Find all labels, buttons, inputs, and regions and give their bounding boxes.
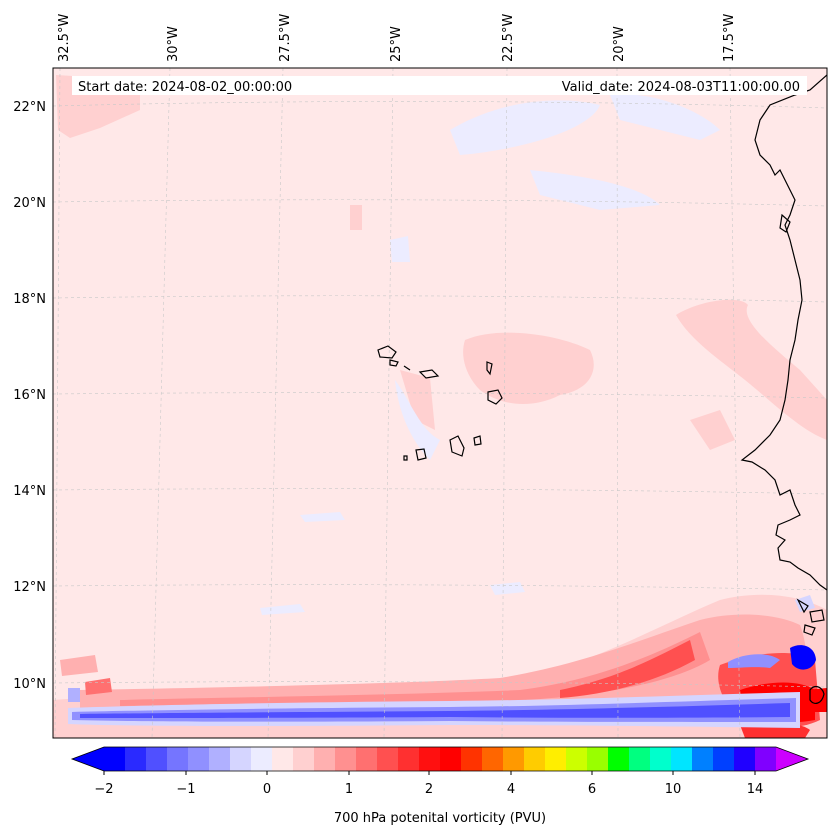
colorbar-cells bbox=[104, 747, 777, 771]
pv-negative-patches bbox=[260, 94, 720, 615]
colorbar-tick-label: −1 bbox=[176, 782, 195, 797]
graticule bbox=[53, 68, 827, 738]
colorbar-ticks bbox=[103, 771, 756, 775]
colorbar-cell bbox=[209, 747, 231, 771]
lat-label: 12°N bbox=[13, 580, 46, 595]
colorbar-title: 700 hPa potenital vorticity (PVU) bbox=[334, 811, 546, 826]
colorbar-cell bbox=[293, 747, 315, 771]
lat-label: 10°N bbox=[13, 677, 46, 692]
lon-label: 27.5°W bbox=[278, 14, 293, 62]
map-area bbox=[53, 68, 827, 738]
colorbar-cell bbox=[335, 747, 357, 771]
colorbar-tick-label: 14 bbox=[747, 782, 764, 797]
colorbar-cell bbox=[545, 747, 567, 771]
colorbar-cell bbox=[650, 747, 672, 771]
lon-label: 20°W bbox=[612, 26, 627, 62]
colorbar-cell bbox=[167, 747, 189, 771]
latitude-labels: 22°N 20°N 18°N 16°N 14°N 12°N 10°N bbox=[13, 100, 46, 692]
colorbar: −2 −1 0 1 2 4 6 10 14 700 hPa potenital … bbox=[70, 746, 810, 826]
colorbar-tick-label: 4 bbox=[507, 782, 515, 797]
colorbar-cell bbox=[608, 747, 630, 771]
colorbar-cell bbox=[146, 747, 168, 771]
lat-label: 14°N bbox=[13, 484, 46, 499]
colorbar-tick-labels: −2 −1 0 1 2 4 6 10 14 bbox=[94, 782, 763, 797]
colorbar-tick-label: 10 bbox=[665, 782, 682, 797]
colorbar-cell bbox=[377, 747, 399, 771]
colorbar-cell bbox=[734, 747, 756, 771]
lon-label: 22.5°W bbox=[501, 14, 516, 62]
colorbar-cell bbox=[524, 747, 546, 771]
colorbar-tick-label: −2 bbox=[94, 782, 113, 797]
colorbar-cell bbox=[251, 747, 273, 771]
longitude-labels: 32.5°W 30°W 27.5°W 25°W 22.5°W 20°W 17.5… bbox=[57, 14, 737, 62]
lat-label: 16°N bbox=[13, 388, 46, 403]
colorbar-cell bbox=[314, 747, 336, 771]
colorbar-cell bbox=[671, 747, 693, 771]
map-frame bbox=[52, 67, 828, 739]
colorbar-tick-label: 1 bbox=[345, 782, 353, 797]
lat-label: 18°N bbox=[13, 292, 46, 307]
cape-verde-islands bbox=[377, 345, 503, 461]
colorbar-cell bbox=[188, 747, 210, 771]
valid-date-label: Valid_date: 2024-08-03T11:00:00.00 bbox=[562, 80, 800, 95]
colorbar-tick-label: 0 bbox=[263, 782, 271, 797]
start-date-label: Start date: 2024-08-02_00:00:00 bbox=[78, 80, 292, 95]
colorbar-cell bbox=[587, 747, 609, 771]
colorbar-cell bbox=[503, 747, 525, 771]
pv-positive-patches bbox=[56, 75, 827, 450]
pv-low-jet bbox=[68, 595, 827, 728]
colorbar-cell bbox=[356, 747, 378, 771]
colorbar-tick-label: 6 bbox=[588, 782, 596, 797]
colorbar-over-arrow bbox=[776, 747, 808, 771]
colorbar-cell bbox=[440, 747, 462, 771]
colorbar-cell bbox=[125, 747, 147, 771]
lat-label: 22°N bbox=[13, 100, 46, 115]
colorbar-cell bbox=[566, 747, 588, 771]
lat-label: 20°N bbox=[13, 196, 46, 211]
header-box bbox=[72, 76, 807, 95]
colorbar-tick-label: 2 bbox=[425, 782, 433, 797]
colorbar-cell bbox=[104, 747, 126, 771]
lon-label: 25°W bbox=[389, 26, 404, 62]
lon-label: 17.5°W bbox=[722, 14, 737, 62]
colorbar-cell bbox=[755, 747, 777, 771]
colorbar-cell bbox=[230, 747, 252, 771]
colorbar-cell bbox=[419, 747, 441, 771]
colorbar-cell bbox=[398, 747, 420, 771]
lon-label: 32.5°W bbox=[57, 14, 72, 62]
colorbar-cell bbox=[692, 747, 714, 771]
colorbar-cell bbox=[713, 747, 735, 771]
colorbar-cell bbox=[629, 747, 651, 771]
colorbar-cell bbox=[461, 747, 483, 771]
colorbar-under-arrow bbox=[72, 747, 104, 771]
coastline bbox=[740, 74, 827, 704]
colorbar-cell bbox=[482, 747, 504, 771]
lon-label: 30°W bbox=[166, 26, 181, 62]
colorbar-cell bbox=[272, 747, 294, 771]
